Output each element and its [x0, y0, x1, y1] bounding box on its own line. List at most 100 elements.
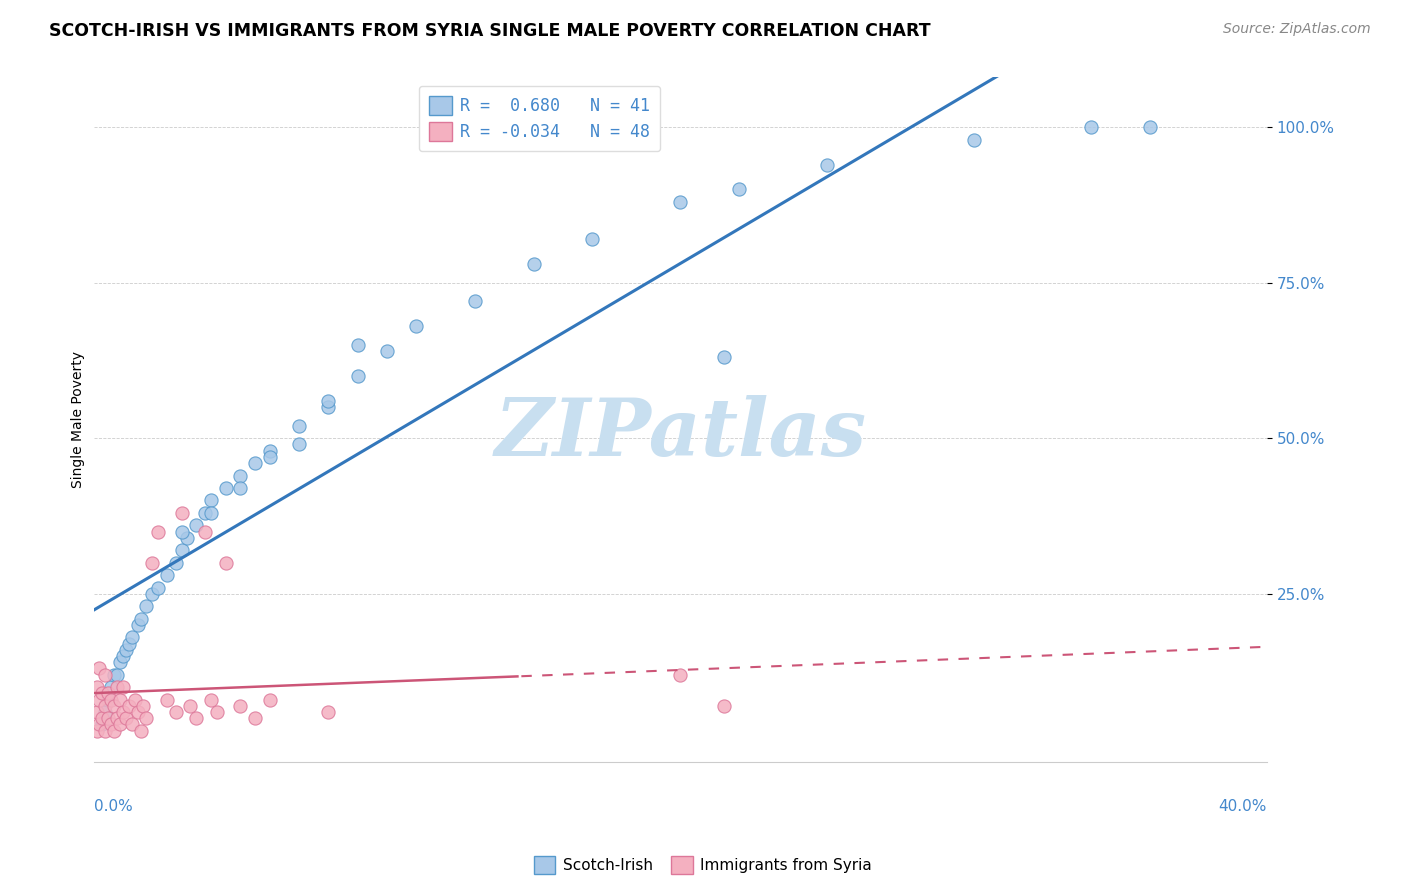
Point: [214, 556, 236, 570]
Point: [127, 705, 149, 719]
Point: [170, 543, 193, 558]
Point: [179, 698, 201, 713]
Point: [405, 319, 427, 334]
Point: [288, 418, 311, 433]
Point: [200, 692, 222, 706]
Point: [89, 692, 111, 706]
Point: [91, 717, 114, 731]
Point: [89, 661, 111, 675]
Point: [121, 717, 143, 731]
Point: [815, 157, 838, 171]
Point: [229, 698, 252, 713]
Point: [108, 692, 131, 706]
Point: [259, 692, 281, 706]
Point: [464, 294, 486, 309]
Point: [100, 692, 122, 706]
Point: [127, 618, 149, 632]
Point: [105, 711, 128, 725]
Point: [111, 705, 134, 719]
Point: [346, 369, 368, 384]
Point: [346, 338, 368, 352]
Point: [156, 568, 179, 582]
Point: [581, 232, 603, 246]
Legend: R =  0.680   N = 41, R = -0.034   N = 48: R = 0.680 N = 41, R = -0.034 N = 48: [419, 86, 661, 151]
Point: [259, 443, 281, 458]
Point: [94, 667, 117, 681]
Point: [118, 637, 141, 651]
Point: [176, 531, 198, 545]
Point: [523, 257, 546, 271]
Point: [669, 667, 692, 681]
Point: [194, 506, 217, 520]
Point: [97, 711, 120, 725]
Point: [165, 705, 187, 719]
Point: [728, 182, 751, 196]
Point: [91, 686, 114, 700]
Point: [135, 599, 157, 614]
Point: [194, 524, 217, 539]
Point: [186, 518, 208, 533]
Point: [121, 631, 143, 645]
Point: [135, 711, 157, 725]
Point: [94, 723, 117, 738]
Point: [229, 468, 252, 483]
Point: [115, 711, 138, 725]
Point: [94, 705, 117, 719]
Point: [375, 344, 398, 359]
Point: [86, 723, 108, 738]
Point: [170, 506, 193, 520]
Point: [105, 667, 128, 681]
Y-axis label: Single Male Poverty: Single Male Poverty: [72, 351, 86, 488]
Point: [91, 711, 114, 725]
Point: [186, 711, 208, 725]
Point: [205, 705, 228, 719]
Point: [146, 581, 169, 595]
Point: [108, 655, 131, 669]
Point: [124, 692, 146, 706]
Point: [89, 717, 111, 731]
Point: [963, 133, 986, 147]
Text: 40.0%: 40.0%: [1219, 799, 1267, 814]
Point: [105, 680, 128, 694]
Point: [129, 723, 152, 738]
Point: [111, 648, 134, 663]
Point: [97, 692, 120, 706]
Point: [259, 450, 281, 464]
Point: [669, 194, 692, 209]
Point: [214, 481, 236, 495]
Text: 0.0%: 0.0%: [94, 799, 132, 814]
Point: [288, 437, 311, 451]
Point: [100, 717, 122, 731]
Point: [1080, 120, 1102, 135]
Point: [103, 667, 125, 681]
Point: [316, 400, 339, 414]
Point: [1139, 120, 1161, 135]
Point: [115, 642, 138, 657]
Point: [86, 705, 108, 719]
Point: [94, 698, 117, 713]
Point: [129, 612, 152, 626]
Point: [165, 556, 187, 570]
Point: [111, 680, 134, 694]
Text: SCOTCH-IRISH VS IMMIGRANTS FROM SYRIA SINGLE MALE POVERTY CORRELATION CHART: SCOTCH-IRISH VS IMMIGRANTS FROM SYRIA SI…: [49, 22, 931, 40]
Point: [141, 556, 163, 570]
Legend: Scotch-Irish, Immigrants from Syria: Scotch-Irish, Immigrants from Syria: [527, 850, 879, 880]
Point: [243, 456, 266, 470]
Point: [713, 351, 735, 365]
Point: [132, 698, 155, 713]
Point: [243, 711, 266, 725]
Point: [200, 493, 222, 508]
Point: [170, 524, 193, 539]
Point: [316, 393, 339, 408]
Point: [103, 698, 125, 713]
Point: [229, 481, 252, 495]
Point: [108, 717, 131, 731]
Point: [316, 705, 339, 719]
Point: [97, 686, 120, 700]
Point: [141, 587, 163, 601]
Point: [100, 680, 122, 694]
Point: [713, 698, 735, 713]
Point: [146, 524, 169, 539]
Point: [118, 698, 141, 713]
Text: ZIPatlas: ZIPatlas: [495, 394, 866, 472]
